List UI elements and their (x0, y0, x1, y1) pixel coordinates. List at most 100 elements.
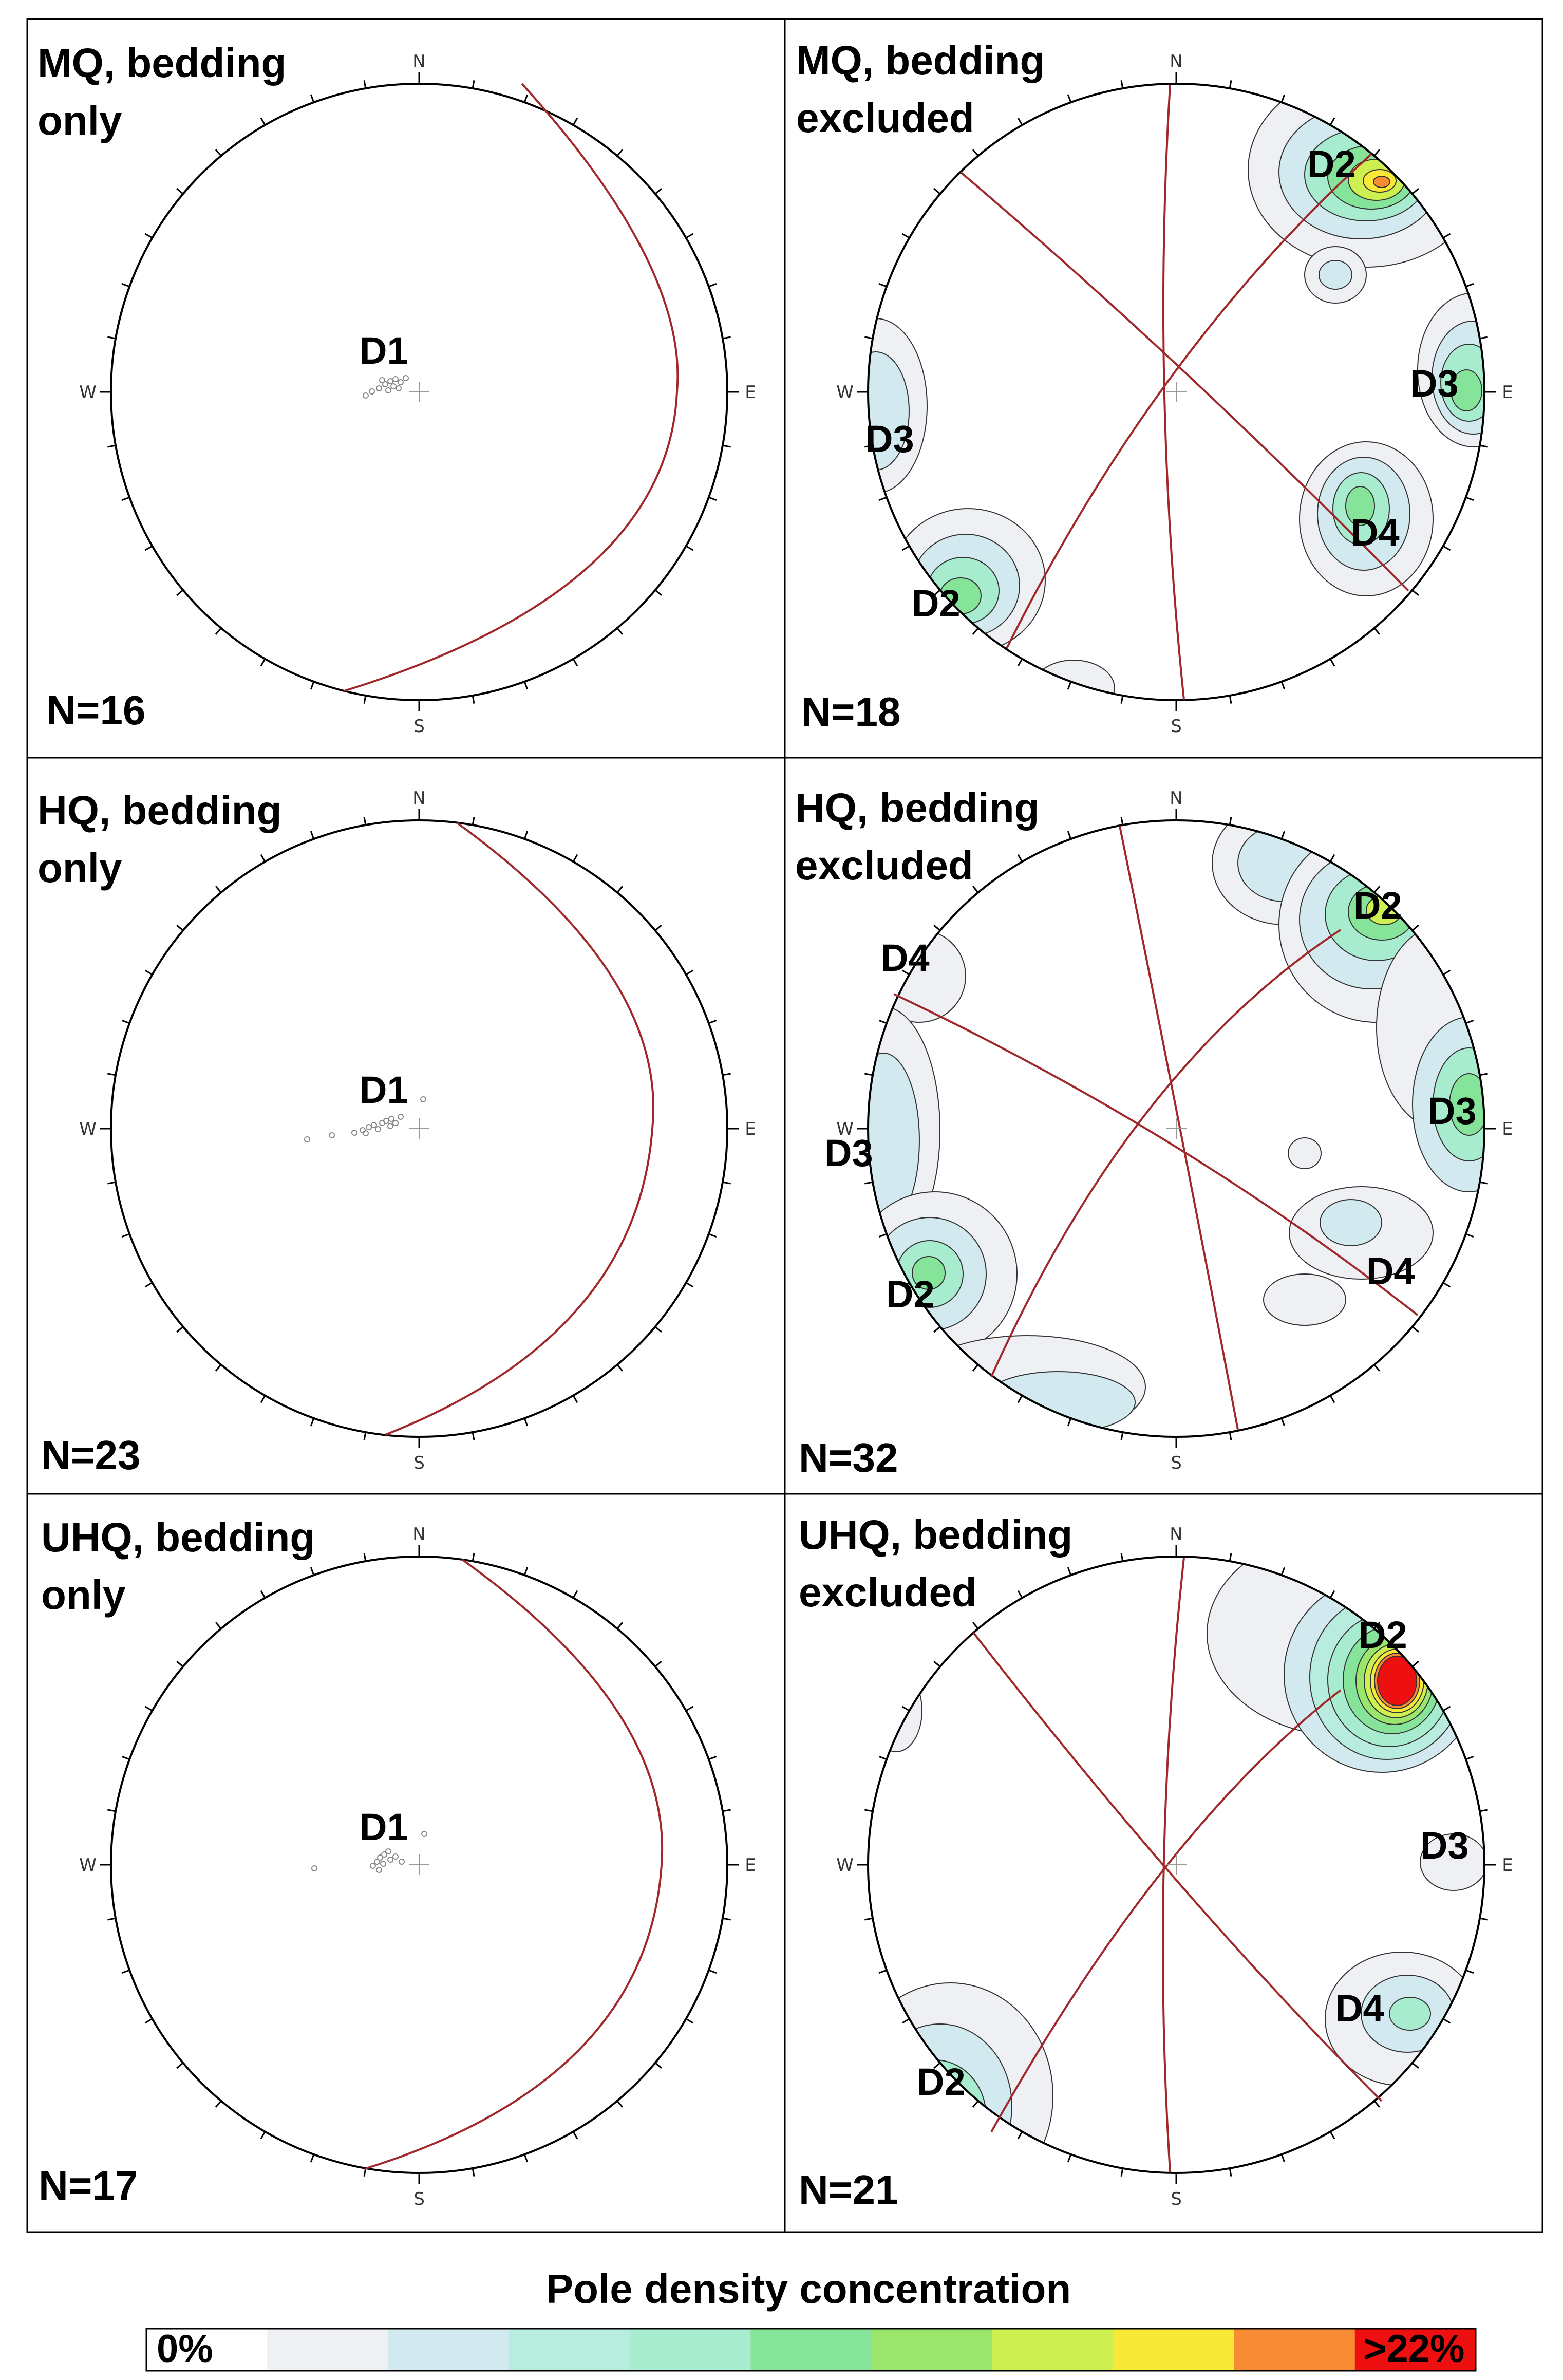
compass-east: E (745, 382, 756, 403)
tick-mark (215, 1364, 222, 1372)
compass-south: S (413, 2189, 425, 2209)
tick-mark (1120, 80, 1124, 89)
tick-mark (472, 1432, 475, 1440)
tick-mark (878, 1019, 887, 1024)
tick-mark (864, 336, 873, 340)
tick-mark (654, 1326, 662, 1333)
tick-mark (654, 188, 662, 195)
tick-mark (901, 2018, 910, 2024)
panel-hq-bedding-excluded: HQ, bedding excluded (795, 785, 1496, 1481)
tick-mark (685, 1706, 694, 1712)
compass-south: S (1171, 2189, 1182, 2209)
tick-mark (1329, 2131, 1335, 2140)
tick-mark (878, 1969, 887, 1974)
tick-mark (1442, 233, 1451, 239)
tick-mark (144, 1282, 153, 1288)
compass-east: E (1502, 382, 1513, 403)
panel-title-line1: MQ, bedding (37, 40, 286, 86)
family-label-d3-east: D3 (1428, 1090, 1477, 1132)
tick-mark (215, 1622, 222, 1629)
legend-swatch (992, 2329, 1114, 2371)
tick-mark (144, 545, 153, 551)
tick-mark (572, 658, 578, 667)
panel-title-line2: only (37, 98, 122, 143)
tick-mark (685, 2018, 694, 2024)
tick-mark (363, 80, 367, 89)
tick-mark (363, 1553, 367, 1562)
tick-mark (260, 1590, 266, 1599)
tick-mark (107, 1809, 116, 1812)
compass-north: N (412, 51, 425, 72)
tick-mark (1280, 1567, 1286, 1576)
tick-mark (260, 854, 266, 863)
tick-mark (215, 2100, 222, 2108)
tick-mark (121, 1019, 130, 1024)
tick-mark (685, 1282, 694, 1288)
tick-mark (722, 444, 731, 448)
compass-east: E (1502, 1119, 1513, 1139)
tick-mark (1120, 1553, 1124, 1562)
tick-mark (1229, 80, 1232, 89)
tick-mark (215, 149, 222, 157)
family-label-d2-southwest: D2 (912, 582, 961, 625)
pole-cluster (311, 1831, 427, 1873)
tick-mark (1017, 117, 1023, 126)
tick-mark (1280, 2154, 1286, 2163)
compass-west: W (836, 382, 854, 403)
tick-mark (572, 1395, 578, 1403)
sample-count: N=23 (41, 1432, 140, 1478)
compass-south: S (413, 1453, 425, 1473)
sample-count: N=32 (799, 1435, 898, 1481)
tick-mark (933, 1326, 941, 1333)
stereonet-ticks (857, 809, 1496, 1448)
tick-mark (616, 2100, 624, 2108)
tick-mark (1017, 658, 1023, 667)
tick-mark (616, 886, 624, 893)
sample-count: N=18 (801, 689, 900, 735)
tick-mark (1373, 886, 1381, 893)
tick-mark (260, 1395, 266, 1403)
compass-west: W (79, 1855, 97, 1876)
tick-mark (901, 969, 910, 976)
panel-title-line2: excluded (796, 95, 974, 141)
tick-mark (1280, 94, 1286, 103)
family-label-d4-northwest: D4 (881, 936, 930, 979)
compass-north: N (412, 788, 425, 809)
tick-mark (1442, 1282, 1451, 1288)
bedding-great-circle (385, 822, 655, 1436)
tick-mark (901, 1282, 910, 1288)
tick-mark (176, 1660, 184, 1667)
tick-mark (523, 831, 529, 839)
tick-mark (1120, 1432, 1124, 1440)
tick-mark (1067, 2154, 1072, 2163)
tick-mark (685, 969, 694, 976)
legend-swatch (750, 2329, 872, 2371)
legend-swatch (267, 2329, 389, 2371)
tick-mark (1120, 2168, 1124, 2177)
tick-mark (1373, 149, 1381, 157)
tick-mark (1017, 1590, 1023, 1599)
family-label-d1: D1 (360, 1806, 408, 1848)
tick-mark (1067, 1567, 1072, 1576)
tick-mark (121, 1233, 130, 1238)
tick-mark (878, 496, 887, 501)
tick-mark (1442, 1706, 1451, 1712)
family-label-d2-southwest: D2 (917, 2060, 966, 2103)
family-label-d3: D3 (1410, 362, 1459, 405)
family-label-d1: D1 (360, 329, 408, 372)
tick-mark (1017, 2131, 1023, 2140)
tick-mark (1465, 1019, 1474, 1024)
tick-mark (1329, 1590, 1335, 1599)
tick-mark (1465, 1969, 1474, 1974)
tick-mark (1411, 2062, 1419, 2069)
tick-mark (1280, 831, 1286, 839)
tick-mark (901, 1706, 910, 1712)
tick-mark (1465, 283, 1474, 288)
pole-cluster (363, 375, 409, 399)
tick-mark (176, 589, 184, 596)
legend-swatch (1354, 2329, 1476, 2371)
legend-frame (145, 2328, 1477, 2372)
sample-count: N=16 (46, 687, 145, 733)
tick-mark (722, 1073, 731, 1076)
